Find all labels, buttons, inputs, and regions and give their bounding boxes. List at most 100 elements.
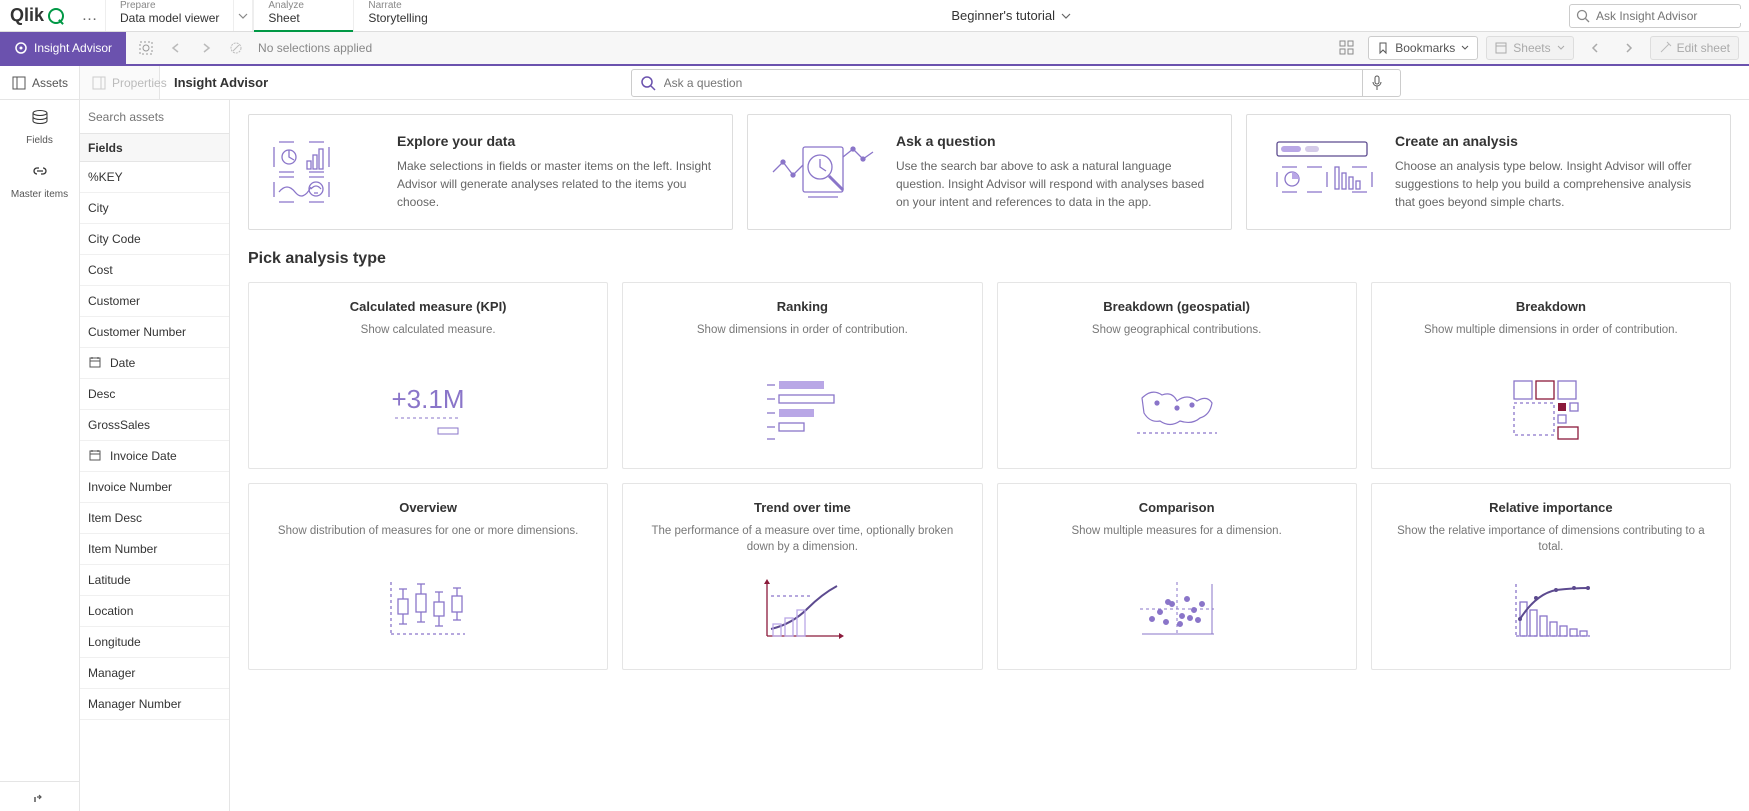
panel-icon [92, 76, 106, 90]
analysis-card[interactable]: BreakdownShow multiple dimensions in ord… [1371, 282, 1731, 469]
properties-toggle: Properties [80, 66, 160, 99]
qlik-logo[interactable]: Qlik [0, 5, 75, 26]
field-item[interactable]: Latitude [80, 565, 229, 596]
expand-icon [33, 790, 47, 804]
chevron-down-icon [238, 11, 248, 21]
rail-item-master-items[interactable]: Master items [0, 154, 79, 208]
nav-tab-narrate[interactable]: Narrate Storytelling [353, 0, 453, 31]
card-desc: Show geographical contributions. [1016, 322, 1338, 354]
create-illustration [1267, 137, 1377, 207]
sheets-icon [1495, 42, 1507, 54]
chevron-down-icon [1461, 44, 1469, 52]
insight-advisor-label: Insight Advisor [34, 41, 112, 55]
intro-desc: Choose an analysis type below. Insight A… [1395, 157, 1710, 211]
card-desc: The performance of a measure over time, … [641, 523, 963, 555]
field-item[interactable]: Item Desc [80, 503, 229, 534]
field-item[interactable]: %KEY [80, 162, 229, 193]
nav-tab-analyze[interactable]: Analyze Sheet [253, 0, 353, 31]
selections-tool-icon[interactable] [1334, 35, 1360, 61]
card-title: Relative importance [1390, 500, 1712, 515]
card-desc: Show distribution of measures for one or… [267, 523, 589, 555]
nav-tab-prepare-dropdown[interactable] [233, 0, 253, 31]
bookmarks-button[interactable]: Bookmarks [1368, 36, 1478, 60]
field-label: City Code [88, 232, 141, 246]
field-item[interactable]: Desc [80, 379, 229, 410]
card-illustration [1390, 569, 1712, 649]
field-item[interactable]: Date [80, 348, 229, 379]
intro-card-explore[interactable]: Explore your data Make selections in fie… [248, 114, 733, 230]
field-item[interactable]: City Code [80, 224, 229, 255]
top-search[interactable] [1569, 4, 1741, 28]
card-illustration [1016, 569, 1338, 649]
sub-header-left: Assets Properties [0, 66, 160, 99]
analysis-card[interactable]: ComparisonShow multiple measures for a d… [997, 483, 1357, 670]
nav-tab-prepare[interactable]: Prepare Data model viewer [105, 0, 233, 31]
panel-header: Fields [80, 134, 229, 162]
intro-text: Explore your data Make selections in fie… [397, 133, 712, 211]
prev-sheet-button[interactable] [1582, 35, 1608, 61]
app-title-wrap[interactable]: Beginner's tutorial [453, 8, 1569, 23]
intro-desc: Use the search bar above to ask a natura… [896, 157, 1211, 211]
field-item[interactable]: City [80, 193, 229, 224]
field-item[interactable]: Invoice Date [80, 441, 229, 472]
panel-search[interactable] [80, 100, 229, 134]
field-item[interactable]: GrossSales [80, 410, 229, 441]
card-illustration [641, 569, 963, 649]
analysis-card[interactable]: Relative importanceShow the relative imp… [1371, 483, 1731, 670]
field-item[interactable]: Item Number [80, 534, 229, 565]
pencil-icon [1659, 42, 1671, 54]
analysis-card[interactable]: Calculated measure (KPI)Show calculated … [248, 282, 608, 469]
analysis-card[interactable]: OverviewShow distribution of measures fo… [248, 483, 608, 670]
svg-text:+3.1M: +3.1M [392, 384, 465, 414]
rail-item-fields[interactable]: Fields [0, 100, 79, 154]
intro-card-create[interactable]: Create an analysis Choose an analysis ty… [1246, 114, 1731, 230]
step-back-icon[interactable] [168, 40, 184, 56]
field-label: Item Number [88, 542, 157, 556]
field-label: Manager [88, 666, 135, 680]
intro-card-ask[interactable]: Ask a question Use the search bar above … [747, 114, 1232, 230]
fields-list[interactable]: %KEYCity City Code CostCustomerCustomer Nu… [80, 162, 229, 811]
more-menu-button[interactable]: … [75, 7, 105, 25]
sheets-button[interactable]: Sheets [1486, 36, 1573, 60]
fields-panel: Fields %KEYCity City Code CostCustomerCust… [80, 100, 230, 811]
field-item[interactable]: Longitude [80, 627, 229, 658]
microphone-button[interactable] [1362, 70, 1392, 96]
link-icon [0, 164, 79, 185]
field-item[interactable]: Location [80, 596, 229, 627]
field-item[interactable]: Manager Number [80, 689, 229, 720]
selection-toolbar: Insight Advisor No selections applied Bo… [0, 32, 1749, 66]
assets-label: Assets [32, 76, 68, 90]
edit-sheet-label: Edit sheet [1677, 41, 1730, 55]
intro-title: Create an analysis [1395, 133, 1710, 149]
field-item[interactable]: Customer [80, 286, 229, 317]
edit-sheet-button[interactable]: Edit sheet [1650, 36, 1739, 60]
rail-expand-button[interactable] [0, 781, 79, 811]
analysis-card[interactable]: Trend over time The performance of a meas… [622, 483, 982, 670]
field-item[interactable]: Invoice Number [80, 472, 229, 503]
field-label: Location [88, 604, 133, 618]
question-input[interactable] [664, 76, 1354, 90]
next-sheet-button[interactable] [1616, 35, 1642, 61]
smart-search-icon[interactable] [138, 40, 154, 56]
card-title: Trend over time [641, 500, 963, 515]
asset-rail: Fields Master items [0, 100, 80, 811]
card-desc: Show dimensions in order of contribution… [641, 322, 963, 354]
panel-search-input[interactable] [88, 110, 221, 124]
assets-toggle[interactable]: Assets [0, 66, 80, 99]
explore-illustration [269, 137, 379, 207]
analysis-card[interactable]: Breakdown (geospatial)Show geographical … [997, 282, 1357, 469]
analysis-card[interactable]: Ranking Show dimensions in order of contr… [622, 282, 982, 469]
step-forward-icon[interactable] [198, 40, 214, 56]
question-search[interactable] [631, 69, 1401, 97]
field-item[interactable]: Manager [80, 658, 229, 689]
nav-tab-sub: Narrate [368, 0, 439, 11]
properties-label: Properties [112, 76, 167, 90]
insight-advisor-button[interactable]: Insight Advisor [0, 32, 126, 64]
card-title: Ranking [641, 299, 963, 314]
topbar: Qlik … Prepare Data model viewer Analyze… [0, 0, 1749, 32]
no-selections-text: No selections applied [258, 41, 372, 55]
field-item[interactable]: Cost [80, 255, 229, 286]
clear-selections-icon[interactable] [228, 40, 244, 56]
field-item[interactable]: Customer Number [80, 317, 229, 348]
top-search-input[interactable] [1596, 9, 1749, 23]
